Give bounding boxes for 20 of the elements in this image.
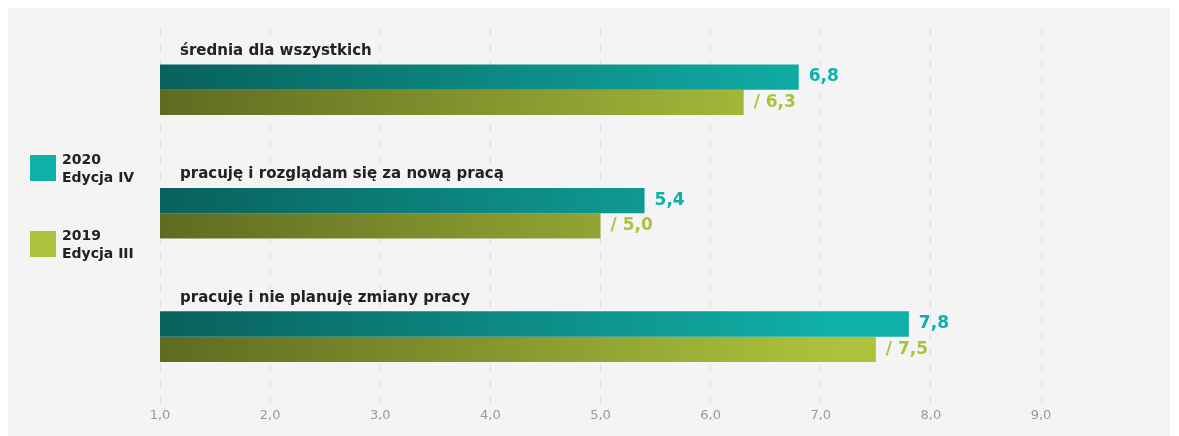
y-tick-label: pracuję i rozglądam się za nową pracą: [180, 164, 504, 183]
x-tick-label: 2,0: [259, 406, 281, 422]
data-label: / 6,3: [753, 90, 796, 111]
data-label: / 5,0: [610, 214, 653, 235]
data-label: 7,8: [918, 312, 949, 333]
x-tick-label: 4,0: [480, 406, 501, 422]
data-label: / 7,5: [885, 337, 929, 358]
x-tick-label: 7,0: [810, 406, 832, 422]
x-tick-label: 5,0: [590, 406, 611, 422]
x-tick-label: 1,0: [149, 406, 171, 422]
x-tick-label: 6,0: [700, 406, 721, 422]
y-tick-label: średnia dla wszystkich: [180, 40, 372, 59]
x-tick-label: 3,0: [369, 406, 391, 422]
legend-label: 2020 Edycja IV: [62, 150, 136, 186]
legend-label: 2019 Edycja III: [62, 226, 135, 262]
data-label: 6,8: [808, 65, 839, 86]
x-tick-label: 8,0: [920, 406, 942, 422]
y-tick-label: pracuję i nie planuję zmiany pracy: [180, 287, 471, 306]
data-label: 5,4: [654, 188, 685, 209]
x-tick-label: 9,0: [1030, 406, 1052, 422]
